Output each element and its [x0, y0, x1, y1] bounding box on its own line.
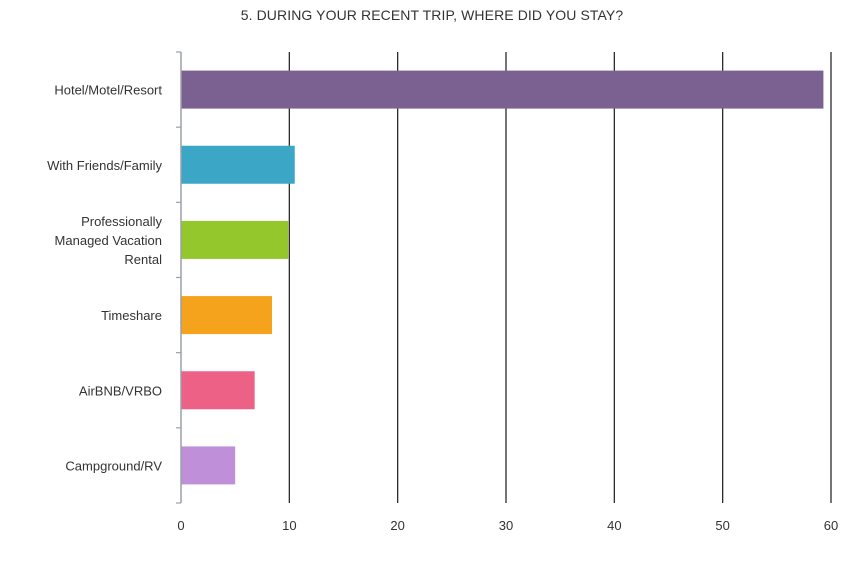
category-label: Professionally Managed Vacation Rental — [55, 214, 163, 267]
x-tick-label-30: 30 — [499, 518, 513, 533]
x-tick-label-10: 10 — [282, 518, 296, 533]
bar-airbnb-vrbo — [181, 371, 255, 410]
x-axis-tick-labels: 0 10 20 30 40 50 60 — [177, 518, 838, 533]
category-label: With Friends/Family — [47, 158, 162, 173]
x-tick-label-20: 20 — [390, 518, 404, 533]
category-label: Campground/RV — [65, 458, 162, 473]
category-label: Hotel/Motel/Resort — [54, 83, 162, 98]
x-tick-label-40: 40 — [607, 518, 621, 533]
bar-campground-rv — [181, 446, 236, 485]
bars — [181, 70, 824, 485]
x-tick-label-50: 50 — [715, 518, 729, 533]
chart-title: 5. DURING YOUR RECENT TRIP, WHERE DID YO… — [240, 7, 624, 23]
x-tick-label-0: 0 — [177, 518, 184, 533]
bar-professionally-managed-vacation-rental — [181, 220, 289, 259]
category-label: Timeshare — [101, 308, 162, 323]
category-labels: Hotel/Motel/Resort With Friends/Family Pro… — [47, 83, 162, 474]
bar-hotel-motel-resort — [181, 70, 824, 109]
gridlines — [288, 52, 832, 503]
bar-with-friends-family — [181, 145, 295, 184]
category-label: AirBNB/VRBO — [79, 383, 162, 398]
bar-timeshare — [181, 296, 272, 335]
x-tick-label-60: 60 — [824, 518, 838, 533]
category-axis — [176, 51, 182, 504]
